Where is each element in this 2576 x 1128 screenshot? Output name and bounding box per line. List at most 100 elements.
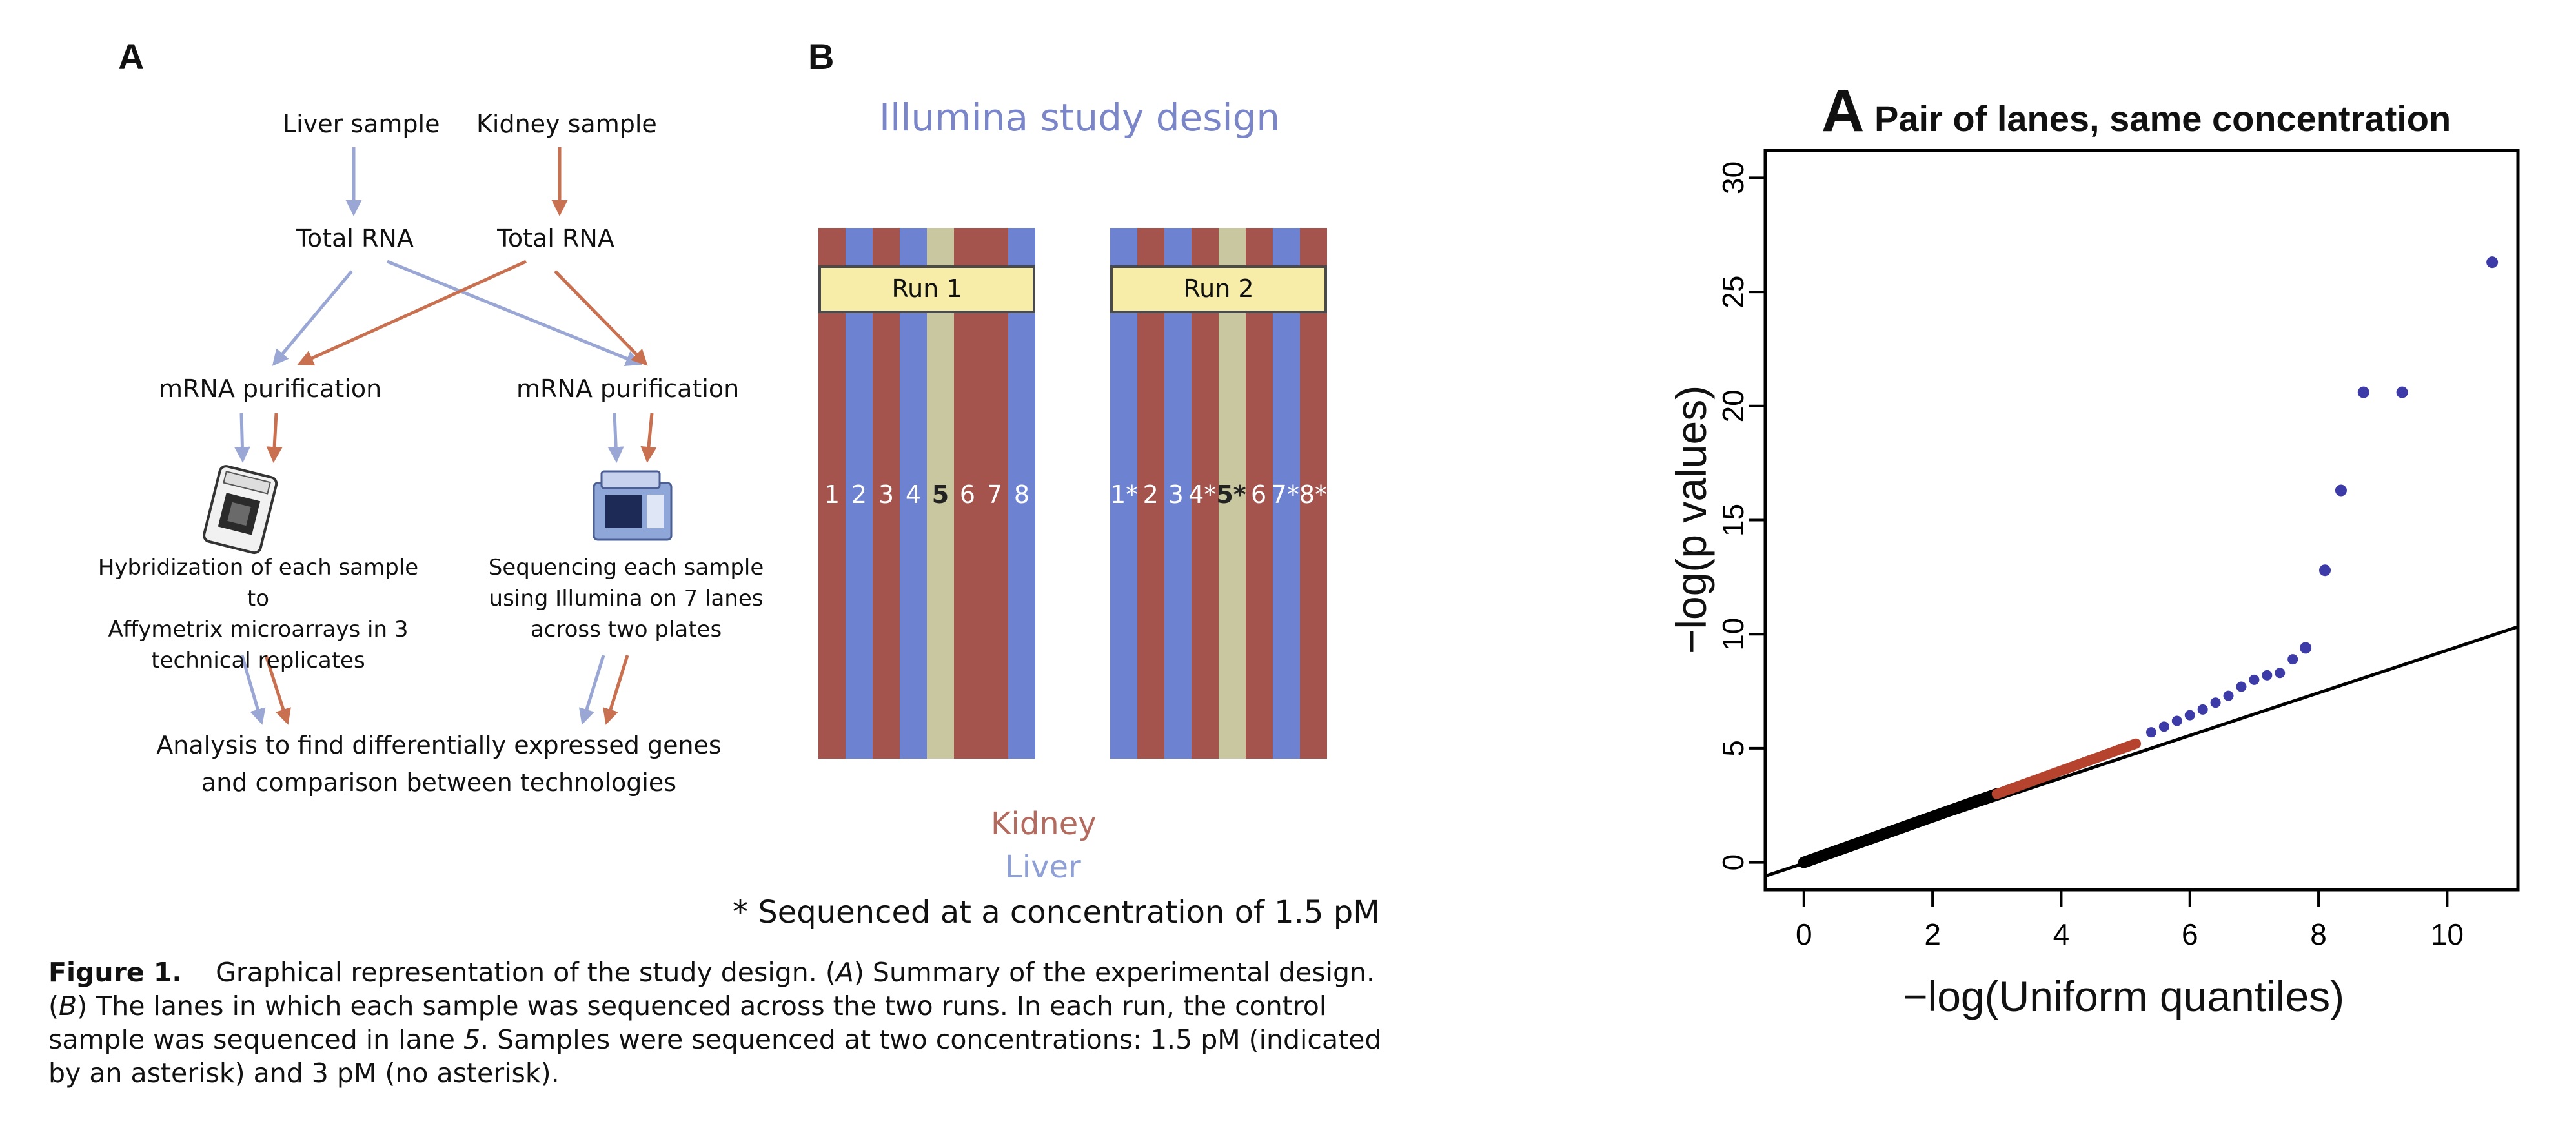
run2-box: Run 2 — [1110, 265, 1327, 313]
run1-lane-label: 1 — [824, 480, 840, 509]
liver-sample-label: Liver sample — [283, 110, 440, 138]
run1-lane-5 — [927, 228, 954, 759]
run1-lane-8 — [1008, 228, 1035, 759]
panel-letter-b: B — [808, 36, 835, 77]
data-point — [2210, 697, 2221, 708]
run2-lane-2 — [1137, 228, 1164, 759]
arrow-seq-red — [602, 655, 629, 725]
arrow-hyb-red — [264, 655, 291, 725]
qq-ylabel: −log(p values) — [1667, 385, 1715, 655]
arrow-mrna-left-red — [266, 413, 283, 463]
caption-ref: B — [59, 990, 77, 1021]
run1-lane-3 — [873, 228, 900, 759]
caption-text: . Samples were sequenced at two concentr… — [48, 1024, 1382, 1089]
run2-lane-label: 7* — [1271, 480, 1299, 509]
analysis-text: Analysis to find differentially expresse… — [129, 726, 749, 801]
run2-lane-label: 6 — [1251, 480, 1267, 509]
arrow-mrna-right-red — [640, 413, 657, 463]
data-point — [2262, 670, 2273, 681]
data-point — [2145, 727, 2156, 738]
sequencing-line: across two plates — [530, 617, 722, 642]
x-tick-label: 6 — [2182, 918, 2198, 951]
arrow-kidney-rna-right — [554, 270, 648, 366]
run1-lane-6 — [954, 228, 981, 759]
outlier-point — [2357, 386, 2369, 398]
y-tick-label: 25 — [1716, 276, 1750, 309]
run1-box: Run 1 — [818, 265, 1035, 313]
run1-lane-label: 5 — [931, 480, 949, 509]
run2-lane-label: 3 — [1168, 480, 1184, 509]
outlier-point — [2319, 564, 2331, 577]
total-rna-left-label: Total RNA — [296, 224, 414, 252]
arrow-liver-rna-left — [272, 270, 353, 366]
run1-lane-7 — [981, 228, 1008, 759]
legend-kidney: Kidney — [991, 806, 1097, 842]
run1-lane-2 — [846, 228, 873, 759]
arrow-mrna-right-blue — [607, 413, 624, 463]
data-point — [2275, 668, 2286, 679]
x-tick-label: 0 — [1796, 918, 1812, 951]
y-tick-label: 20 — [1716, 389, 1750, 422]
hybridization-line: Hybridization of each sample to — [97, 555, 419, 611]
run1-lanes — [818, 228, 1035, 759]
run1-lane-4 — [900, 228, 927, 759]
run2-lane-1 — [1110, 228, 1137, 759]
data-point — [2171, 715, 2182, 726]
caption-text: Graphical representation of the study de… — [216, 957, 836, 988]
run2-lane-label: 2 — [1142, 480, 1159, 509]
caption-label: Figure 1. — [48, 957, 183, 988]
run2-lane-label: 8* — [1299, 480, 1328, 509]
run1-lane-label: 2 — [851, 480, 867, 509]
hybridization-text: Hybridization of each sample to Affymetr… — [84, 552, 432, 676]
flow-arrows — [203, 147, 673, 725]
data-point — [2197, 704, 2208, 715]
run2-lane-6 — [1246, 228, 1273, 759]
run2-lane-label: 1* — [1110, 480, 1139, 509]
run2-lane-7 — [1273, 228, 1300, 759]
y-tick-label: 5 — [1716, 740, 1750, 757]
run2-lane-label: 5* — [1216, 480, 1246, 509]
run1-lane-label: 4 — [905, 480, 922, 509]
qq-title-letter: A — [1821, 78, 1865, 144]
hybridization-line: technical replicates — [151, 648, 365, 673]
outlier-point — [2335, 484, 2347, 497]
arrow-mrna-left-blue — [234, 413, 250, 463]
y-tick-label: 15 — [1716, 504, 1750, 537]
data-point — [2131, 738, 2142, 749]
analysis-line: and comparison between technologies — [201, 768, 677, 797]
concentration-footnote: * Sequenced at a concentration of 1.5 pM — [733, 894, 1380, 930]
mrna-purification-right-label: mRNA purification — [516, 374, 740, 403]
illumina-title: Illumina study design — [879, 96, 1281, 139]
run2-lane-8 — [1300, 228, 1327, 759]
analysis-line: Analysis to find differentially expresse… — [156, 731, 722, 759]
sequencer-icon — [593, 470, 673, 541]
outlier-point — [2300, 642, 2312, 654]
x-tick-label: 4 — [2053, 918, 2070, 951]
run2-lane-labels: 1* 2 3 4* 5* 6 7* 8* — [1110, 480, 1327, 509]
qq-title-text: Pair of lanes, same concentration — [1874, 98, 2451, 139]
hybridization-line: Affymetrix microarrays in 3 — [108, 617, 409, 642]
qq-xlabel: −log(Uniform quantiles) — [1903, 972, 2345, 1020]
run1-lane-label: 3 — [878, 480, 895, 509]
y-tick-label: 10 — [1716, 618, 1750, 651]
caption-text: ) The lanes in which each sample was seq… — [48, 990, 1327, 1055]
data-point — [2223, 690, 2234, 701]
microarray-icon — [203, 465, 278, 555]
arrow-liver-rna-right — [387, 260, 642, 367]
run2-lanes — [1110, 228, 1327, 759]
run1-lane-labels: 1 2 3 4 5 6 7 8 — [818, 480, 1035, 509]
caption-text: ) Summary of the experimental design. ( — [48, 957, 1375, 1021]
x-tick-label: 8 — [2310, 918, 2327, 951]
run1-lane-label: 8 — [1013, 480, 1030, 509]
y-tick-label: 0 — [1716, 854, 1750, 871]
figure-caption: Figure 1. Graphical representation of th… — [48, 956, 1404, 1090]
run2-lane-5 — [1219, 228, 1246, 759]
run1-lane-label: 6 — [959, 480, 976, 509]
arrow-hyb-blue — [240, 655, 266, 725]
sequencing-text: Sequencing each sample using Illumina on… — [481, 552, 771, 645]
caption-ref: A — [835, 957, 854, 988]
legend-liver: Liver — [1005, 849, 1081, 885]
qq-title: A Pair of lanes, same concentration — [1821, 77, 2451, 145]
sequencing-line: Sequencing each sample — [488, 555, 764, 580]
